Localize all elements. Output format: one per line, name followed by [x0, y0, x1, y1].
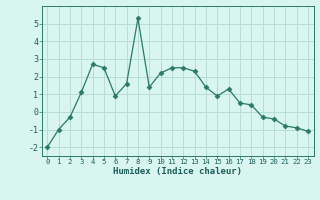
- X-axis label: Humidex (Indice chaleur): Humidex (Indice chaleur): [113, 167, 242, 176]
